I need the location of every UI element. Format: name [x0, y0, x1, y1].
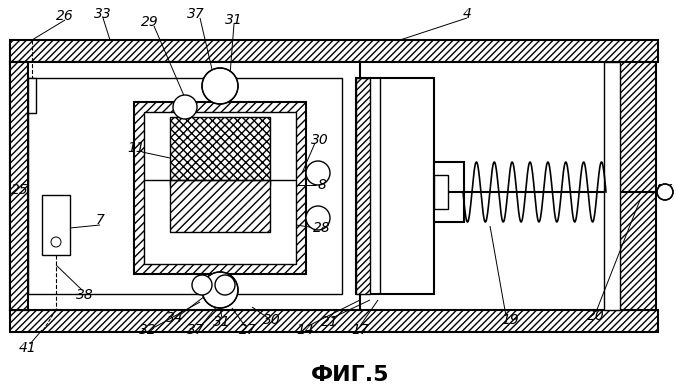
Circle shape — [51, 237, 61, 247]
Bar — [10, 62, 28, 310]
Text: 29: 29 — [141, 15, 159, 29]
Bar — [10, 310, 658, 332]
Bar — [434, 175, 448, 209]
Bar — [10, 62, 360, 310]
Circle shape — [173, 95, 197, 119]
Text: 8: 8 — [318, 178, 327, 192]
Circle shape — [657, 184, 673, 200]
Text: 34: 34 — [166, 311, 184, 325]
Text: 4: 4 — [463, 7, 471, 21]
Circle shape — [192, 275, 212, 295]
Text: 37: 37 — [187, 323, 205, 337]
Bar — [10, 40, 658, 62]
Text: 7: 7 — [96, 213, 105, 227]
Bar — [170, 180, 270, 232]
Bar — [134, 102, 306, 274]
Text: 28: 28 — [313, 221, 331, 235]
Text: 30: 30 — [263, 313, 281, 327]
Bar — [620, 62, 656, 310]
Circle shape — [306, 161, 330, 185]
Text: 21: 21 — [321, 315, 339, 329]
Bar — [604, 62, 620, 310]
Bar — [356, 78, 370, 294]
Bar — [28, 78, 342, 294]
Bar — [144, 112, 296, 264]
Text: 37: 37 — [187, 7, 205, 21]
Bar — [28, 78, 36, 113]
Text: 31: 31 — [213, 315, 231, 329]
Circle shape — [202, 272, 238, 308]
Text: 30: 30 — [311, 133, 329, 147]
Text: 32: 32 — [139, 323, 157, 337]
Bar — [207, 277, 233, 303]
Text: 27: 27 — [239, 323, 257, 337]
Text: 11: 11 — [127, 141, 145, 155]
Text: 26: 26 — [56, 9, 74, 23]
Bar — [356, 78, 434, 294]
Text: 20: 20 — [587, 309, 605, 323]
Text: 41: 41 — [19, 341, 37, 355]
Circle shape — [215, 275, 235, 295]
Bar — [434, 162, 464, 222]
Bar — [207, 73, 233, 99]
Text: 38: 38 — [76, 288, 94, 302]
Text: 33: 33 — [94, 7, 112, 21]
Text: 25: 25 — [11, 183, 29, 197]
Bar — [658, 184, 672, 200]
Circle shape — [306, 206, 330, 230]
Text: 19: 19 — [501, 313, 519, 327]
Text: 14: 14 — [296, 323, 314, 337]
Text: 31: 31 — [225, 13, 243, 27]
Text: 17: 17 — [351, 323, 369, 337]
Bar — [170, 117, 270, 185]
Circle shape — [202, 68, 238, 104]
Text: ФИГ.5: ФИГ.5 — [311, 365, 389, 385]
Bar — [42, 195, 70, 255]
